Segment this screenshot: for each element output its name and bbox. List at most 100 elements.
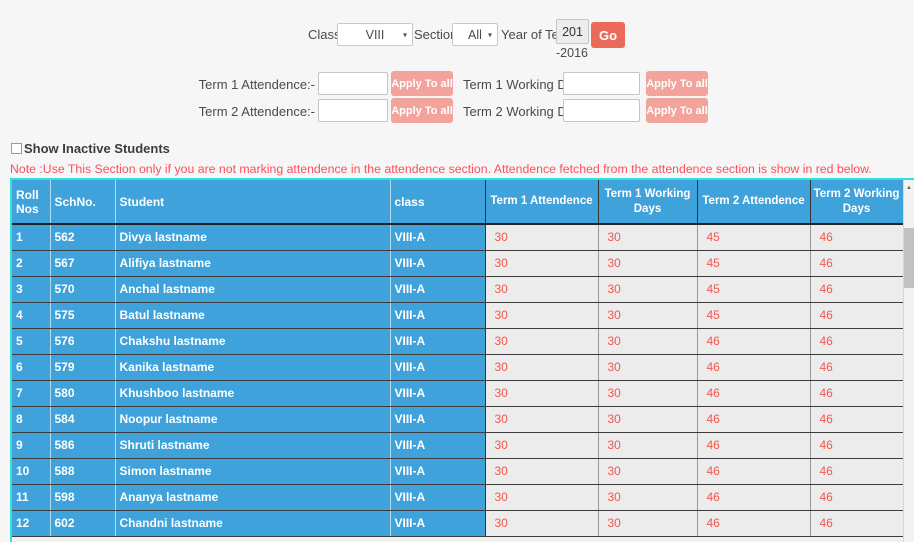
table-row: 4 575 Batul lastname VIII-A 30 30 45 46: [12, 302, 904, 329]
cell-term1-working-days[interactable]: 30: [598, 380, 698, 407]
header-class: class: [390, 180, 486, 225]
cell-term2-attendence[interactable]: 46: [697, 380, 811, 407]
cell-term2-working-days[interactable]: 46: [810, 224, 904, 251]
cell-term2-working-days[interactable]: 46: [810, 302, 904, 329]
cell-term2-working-days[interactable]: 46: [810, 328, 904, 355]
section-select[interactable]: All ▾: [452, 23, 498, 46]
table-body: 1 562 Divya lastname VIII-A 30 30 45 46 …: [12, 224, 904, 537]
cell-term1-working-days[interactable]: 30: [598, 276, 698, 303]
cell-term2-working-days[interactable]: 46: [810, 458, 904, 485]
cell-term1-attendence[interactable]: 30: [485, 406, 599, 433]
cell-term2-working-days[interactable]: 46: [810, 406, 904, 433]
term2-attendence-apply-button[interactable]: Apply To all: [391, 98, 453, 123]
header-term2-attendence: Term 2 Attendence: [697, 180, 811, 225]
cell-term1-attendence[interactable]: 30: [485, 250, 599, 277]
table-row: 3 570 Anchal lastname VIII-A 30 30 45 46: [12, 276, 904, 303]
cell-term1-working-days[interactable]: 30: [598, 224, 698, 251]
cell-term2-attendence[interactable]: 46: [697, 484, 811, 511]
cell-class: VIII-A: [390, 380, 486, 407]
cell-term1-working-days[interactable]: 30: [598, 302, 698, 329]
cell-term2-attendence[interactable]: 45: [697, 302, 811, 329]
cell-schno: 567: [50, 250, 116, 277]
cell-term1-attendence[interactable]: 30: [485, 510, 599, 537]
term1-attendence-apply-button[interactable]: Apply To all: [391, 71, 453, 96]
cell-term2-attendence[interactable]: 46: [697, 328, 811, 355]
class-select-value: VIII: [365, 27, 385, 42]
cell-term2-attendence[interactable]: 46: [697, 510, 811, 537]
cell-term1-working-days[interactable]: 30: [598, 458, 698, 485]
cell-class: VIII-A: [390, 276, 486, 303]
scrollbar-thumb[interactable]: [904, 228, 914, 288]
cell-term1-attendence[interactable]: 30: [485, 354, 599, 381]
cell-class: VIII-A: [390, 432, 486, 459]
cell-term2-working-days[interactable]: 46: [810, 250, 904, 277]
cell-roll: 10: [12, 458, 51, 485]
cell-term1-working-days[interactable]: 30: [598, 250, 698, 277]
table-row: 6 579 Kanika lastname VIII-A 30 30 46 46: [12, 354, 904, 381]
cell-roll: 2: [12, 250, 51, 277]
cell-term2-working-days[interactable]: 46: [810, 354, 904, 381]
table-scrollbar[interactable]: ▲: [903, 180, 914, 542]
header-roll-nos: Roll Nos: [12, 180, 51, 225]
cell-student: Chandni lastname: [115, 510, 391, 537]
term1-attendence-input[interactable]: [318, 72, 388, 95]
cell-student: Noopur lastname: [115, 406, 391, 433]
show-inactive-checkbox[interactable]: [11, 143, 22, 154]
cell-term1-attendence[interactable]: 30: [485, 276, 599, 303]
cell-term1-working-days[interactable]: 30: [598, 406, 698, 433]
year-suffix-label: -2016: [556, 46, 588, 60]
term1-working-days-apply-button[interactable]: Apply To all: [646, 71, 708, 96]
cell-term2-working-days[interactable]: 46: [810, 276, 904, 303]
table-header-row: Roll Nos SchNo. Student class Term 1 Att…: [12, 180, 904, 225]
term2-working-days-apply-button[interactable]: Apply To all: [646, 98, 708, 123]
cell-term2-attendence[interactable]: 45: [697, 276, 811, 303]
cell-class: VIII-A: [390, 250, 486, 277]
go-button[interactable]: Go: [591, 22, 625, 48]
term2-attendence-label: Term 2 Attendence:-: [198, 104, 315, 119]
term1-working-days-input[interactable]: [563, 72, 640, 95]
show-inactive-label: Show Inactive Students: [24, 141, 170, 156]
cell-term1-working-days[interactable]: 30: [598, 328, 698, 355]
cell-term2-working-days[interactable]: 46: [810, 380, 904, 407]
cell-term1-attendence[interactable]: 30: [485, 380, 599, 407]
cell-term1-working-days[interactable]: 30: [598, 510, 698, 537]
year-of-term-input[interactable]: [556, 19, 589, 44]
cell-roll: 3: [12, 276, 51, 303]
table-row: 5 576 Chakshu lastname VIII-A 30 30 46 4…: [12, 328, 904, 355]
cell-term1-attendence[interactable]: 30: [485, 432, 599, 459]
cell-student: Chakshu lastname: [115, 328, 391, 355]
cell-roll: 8: [12, 406, 51, 433]
cell-term2-attendence[interactable]: 45: [697, 250, 811, 277]
table-row: 9 586 Shruti lastname VIII-A 30 30 46 46: [12, 432, 904, 459]
cell-term2-attendence[interactable]: 46: [697, 354, 811, 381]
cell-schno: 570: [50, 276, 116, 303]
cell-term2-working-days[interactable]: 46: [810, 432, 904, 459]
scroll-up-icon[interactable]: ▲: [906, 185, 912, 191]
header-schno: SchNo.: [50, 180, 116, 225]
cell-term2-working-days[interactable]: 46: [810, 510, 904, 537]
term2-attendence-input[interactable]: [318, 99, 388, 122]
cell-schno: 576: [50, 328, 116, 355]
cell-roll: 11: [12, 484, 51, 511]
cell-term1-working-days[interactable]: 30: [598, 354, 698, 381]
section-select-value: All: [468, 27, 482, 42]
cell-term2-attendence[interactable]: 46: [697, 406, 811, 433]
cell-term1-attendence[interactable]: 30: [485, 224, 599, 251]
cell-student: Kanika lastname: [115, 354, 391, 381]
cell-schno: 602: [50, 510, 116, 537]
cell-term1-attendence[interactable]: 30: [485, 328, 599, 355]
cell-term1-attendence[interactable]: 30: [485, 302, 599, 329]
cell-term1-attendence[interactable]: 30: [485, 484, 599, 511]
cell-term2-attendence[interactable]: 46: [697, 432, 811, 459]
table-row: 2 567 Alifiya lastname VIII-A 30 30 45 4…: [12, 250, 904, 277]
cell-term1-working-days[interactable]: 30: [598, 432, 698, 459]
term2-working-days-input[interactable]: [563, 99, 640, 122]
cell-term2-working-days[interactable]: 46: [810, 484, 904, 511]
cell-term2-attendence[interactable]: 45: [697, 224, 811, 251]
cell-roll: 7: [12, 380, 51, 407]
cell-term1-attendence[interactable]: 30: [485, 458, 599, 485]
class-select[interactable]: VIII ▾: [337, 23, 413, 46]
cell-term2-attendence[interactable]: 46: [697, 458, 811, 485]
cell-term1-working-days[interactable]: 30: [598, 484, 698, 511]
